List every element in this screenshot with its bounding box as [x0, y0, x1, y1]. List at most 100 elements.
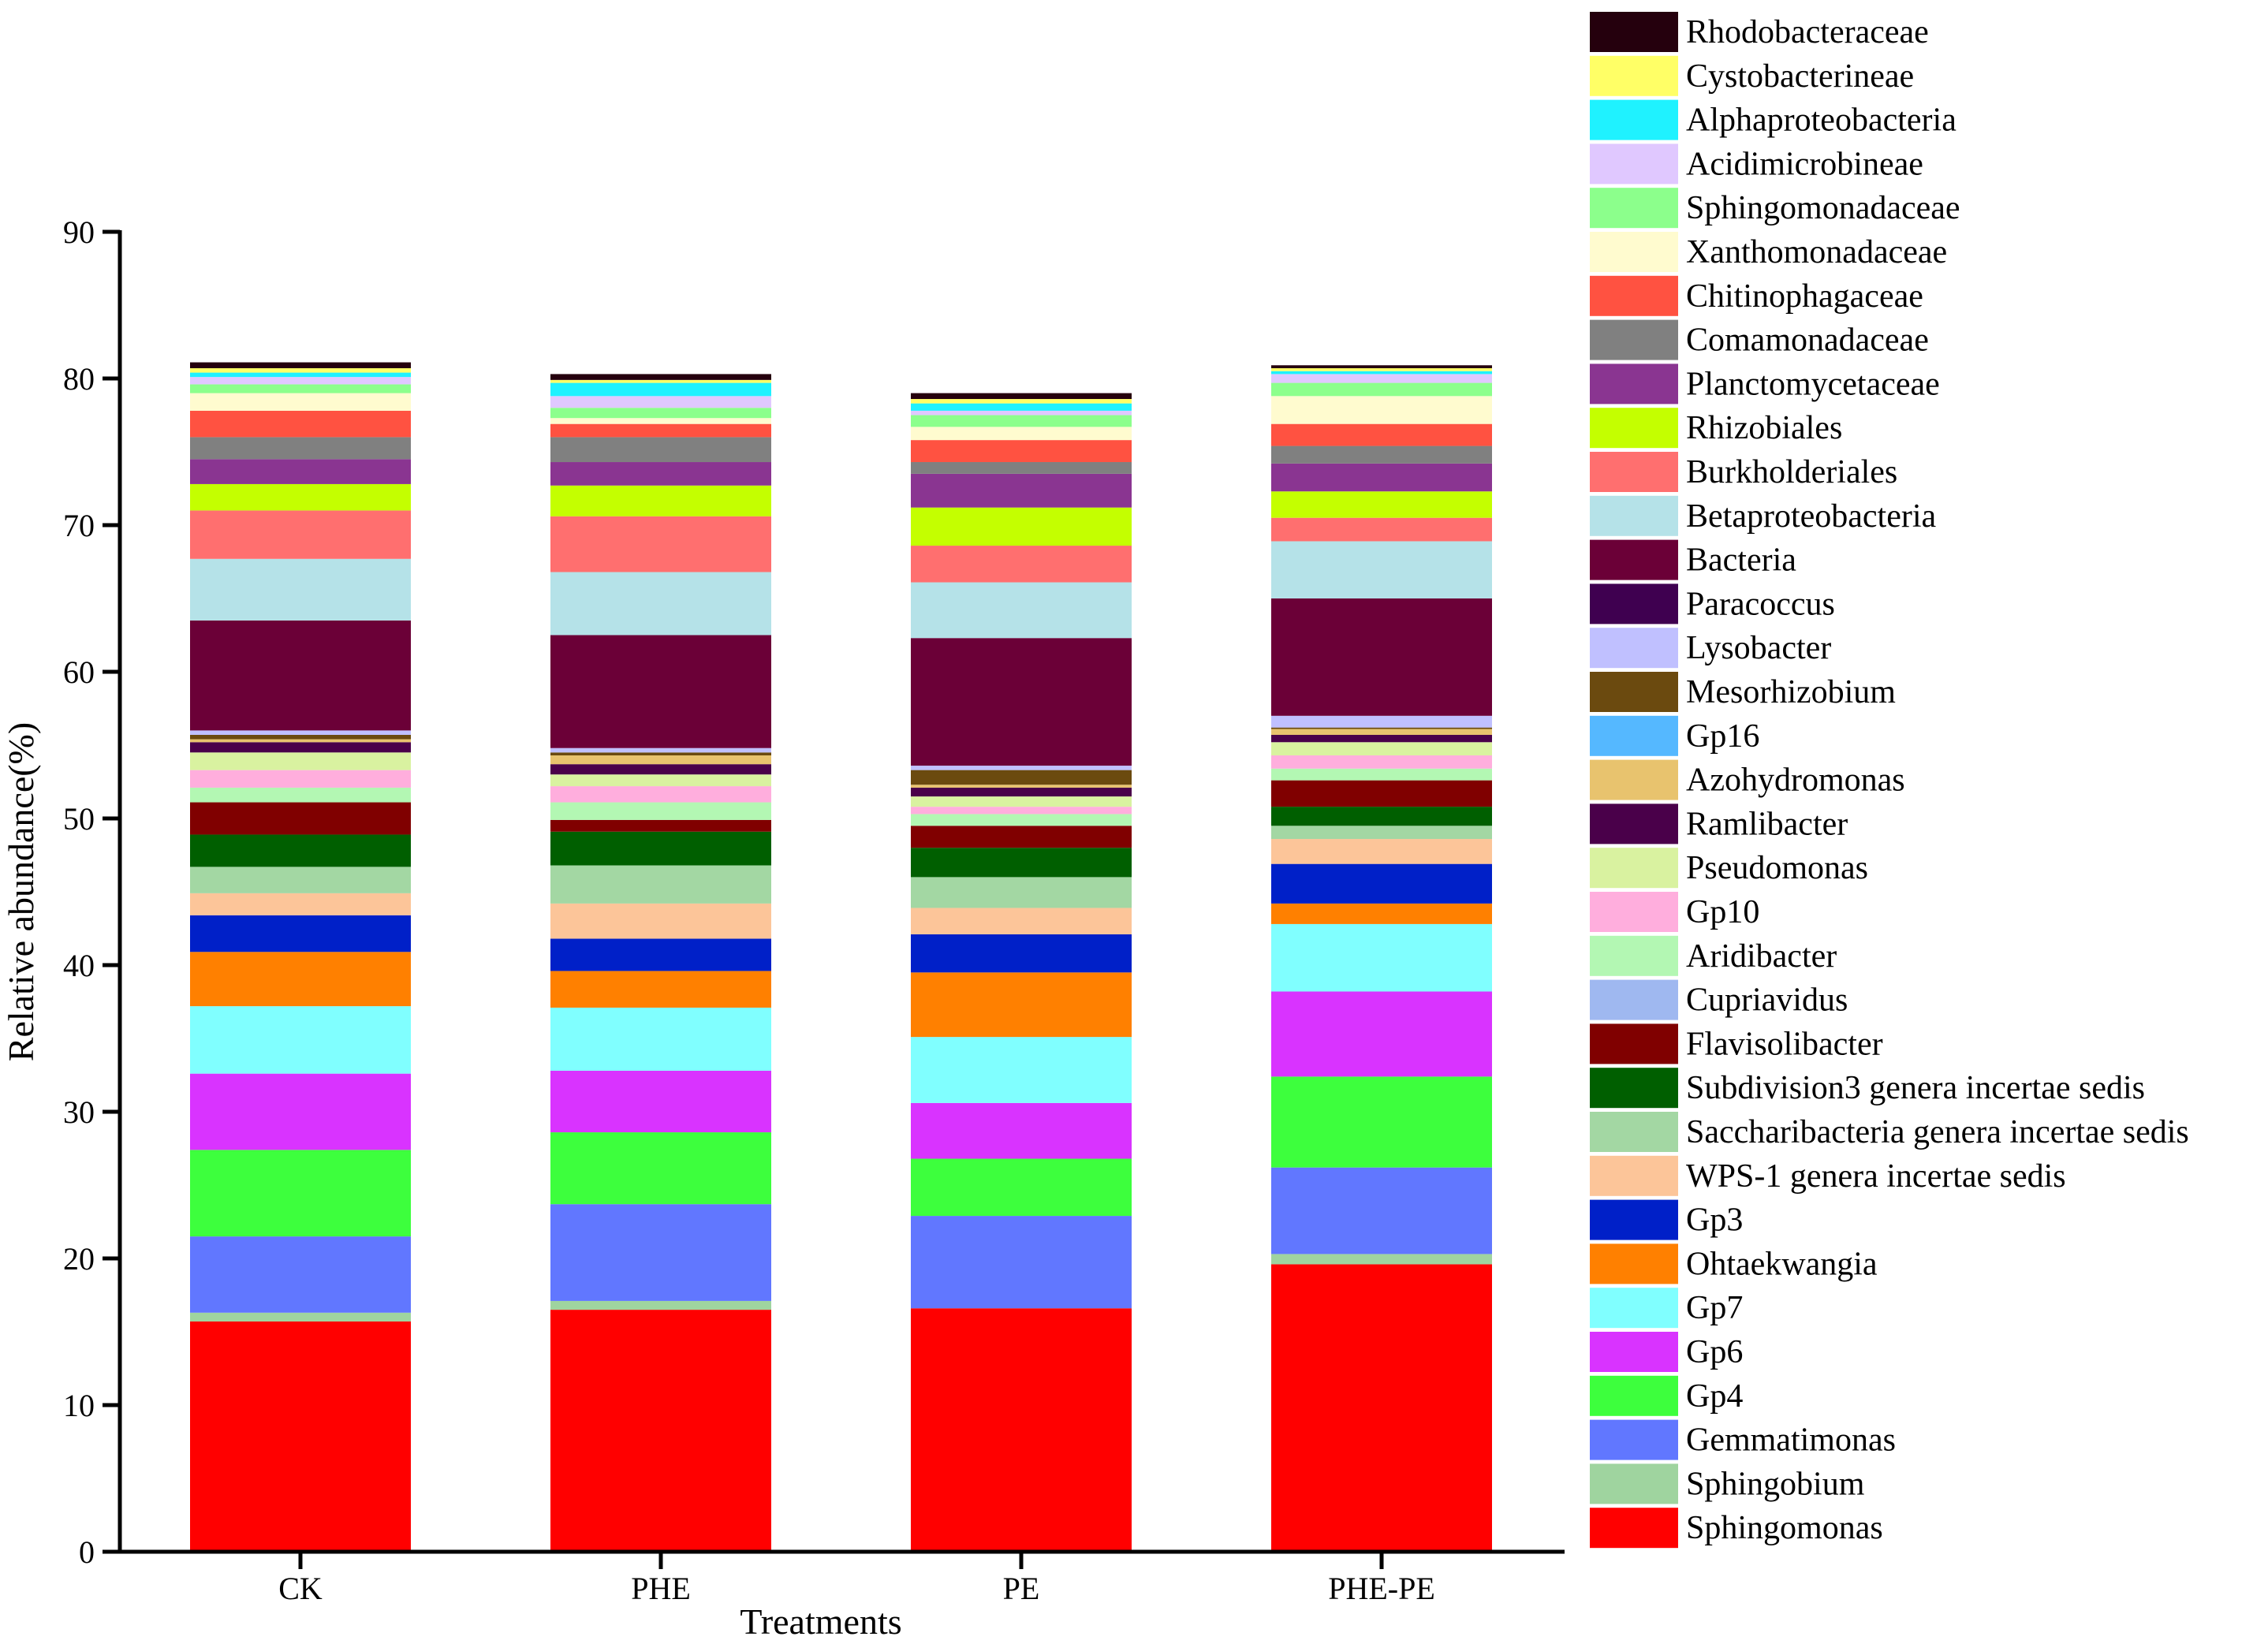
bar-segment — [550, 374, 771, 380]
bar-segment — [190, 952, 411, 1007]
legend-label: Mesorhizobium — [1686, 674, 1896, 710]
legend-item: Sphingomonas — [1590, 1508, 1883, 1549]
bar-segment — [550, 485, 771, 516]
bar-segment — [550, 819, 771, 832]
bar-segment — [911, 934, 1132, 973]
bar-segment — [550, 831, 771, 866]
legend-label: Rhodobacteraceae — [1686, 14, 1929, 50]
bar-stack-ck — [190, 362, 411, 1552]
legend-swatch — [1590, 1068, 1678, 1109]
bar-segment — [550, 572, 771, 636]
legend-label: Gp10 — [1686, 894, 1759, 930]
legend-label: Planctomycetaceae — [1686, 366, 1940, 402]
bar-segment — [1271, 734, 1492, 743]
bar-segment — [190, 620, 411, 731]
bar-segment — [911, 972, 1132, 1038]
legend-label: Gp3 — [1686, 1202, 1743, 1239]
bar-segment — [190, 787, 411, 803]
legend-item: Burkholderiales — [1590, 452, 1897, 492]
legend-swatch — [1590, 99, 1678, 140]
legend-item: Sphingobium — [1590, 1463, 1865, 1504]
x-tick-label: CK — [278, 1571, 323, 1606]
bar-segment — [550, 418, 771, 424]
legend-label: Cupriavidus — [1686, 982, 1848, 1019]
legend-item: Chitinophagaceae — [1590, 275, 1923, 316]
bar-segment — [190, 483, 411, 511]
legend-swatch — [1590, 55, 1678, 96]
y-tick-label: 20 — [63, 1241, 95, 1277]
legend-swatch — [1590, 319, 1678, 360]
legend-label: Cystobacterineae — [1686, 58, 1914, 95]
bar-stack-pe — [911, 393, 1132, 1552]
bar-segment — [190, 1073, 411, 1150]
bar-segment — [1271, 807, 1492, 826]
legend-swatch — [1590, 583, 1678, 624]
x-ticks: CK PHE PE PHE-PE — [278, 1552, 1435, 1606]
bar-segment — [1271, 423, 1492, 446]
legend-item: Flavisolibacter — [1590, 1023, 1883, 1064]
bar-segment — [1271, 991, 1492, 1077]
bar-segment — [190, 1236, 411, 1313]
bar-segment — [550, 379, 771, 383]
legend-item: Aridibacter — [1590, 935, 1837, 976]
legend-item: Planctomycetaceae — [1590, 363, 1940, 404]
legend-swatch — [1590, 1463, 1678, 1504]
x-axis-label: Treatments — [740, 1601, 901, 1642]
bar-segment — [911, 440, 1132, 463]
legend-swatch — [1590, 759, 1678, 800]
bar-segment — [190, 739, 411, 743]
legend-label: Lysobacter — [1686, 630, 1831, 666]
bar-segment — [550, 865, 771, 904]
x-tick-label: PE — [1003, 1571, 1040, 1606]
bar-segment — [190, 372, 411, 378]
legend-label: Aridibacter — [1686, 938, 1837, 975]
legend-swatch — [1590, 848, 1678, 889]
bar-segment — [190, 1150, 411, 1237]
y-tick-label: 40 — [63, 948, 95, 983]
bar-segment — [190, 384, 411, 393]
bar-segment — [911, 785, 1132, 788]
bar-segment — [911, 1308, 1132, 1552]
legend-item: Saccharibacteria genera incertae sedis — [1590, 1112, 2189, 1152]
legend-item: Betaproteobacteria — [1590, 495, 1937, 536]
legend-swatch — [1590, 672, 1678, 712]
bar-segment — [190, 393, 411, 411]
bar-segment — [1271, 371, 1492, 375]
bar-segment — [911, 1216, 1132, 1309]
bar-segment — [1271, 491, 1492, 518]
bar-segment — [550, 1007, 771, 1071]
legend-swatch — [1590, 1332, 1678, 1372]
legend-label: Gp4 — [1686, 1378, 1743, 1415]
bar-segment — [550, 747, 771, 753]
legend-label: Gp6 — [1686, 1334, 1743, 1370]
bar-segment — [190, 437, 411, 460]
bar-segment — [190, 1321, 411, 1552]
bar-segment — [911, 770, 1132, 785]
y-tick-label: 70 — [63, 508, 95, 543]
legend-swatch — [1590, 979, 1678, 1020]
legend-item: Pseudomonas — [1590, 848, 1868, 889]
legend-label: Sphingobium — [1686, 1466, 1865, 1502]
bar-segment — [550, 516, 771, 572]
bar-segment — [911, 826, 1132, 848]
bar-segment — [1271, 742, 1492, 756]
bar-segment — [1271, 541, 1492, 598]
x-tick-label: PHE — [631, 1571, 691, 1606]
y-axis-label: Relative abundance(%) — [1, 722, 41, 1061]
legend-label: Gemmatimonas — [1686, 1422, 1896, 1459]
bar-segment — [911, 807, 1132, 815]
legend-swatch — [1590, 363, 1678, 404]
bar-segment — [1271, 517, 1492, 542]
legend-item: Gp16 — [1590, 715, 1759, 756]
bar-segment — [550, 938, 771, 971]
bar-segment — [911, 787, 1132, 797]
legend-swatch — [1590, 1375, 1678, 1416]
axes — [118, 230, 1565, 1554]
bar-segment — [190, 734, 411, 740]
legend-item: Azohydromonas — [1590, 759, 1905, 800]
bar-segment — [550, 971, 771, 1008]
legend-label: Betaproteobacteria — [1686, 498, 1937, 535]
legend-item: Gp6 — [1590, 1332, 1743, 1372]
legend-item: Bacteria — [1590, 539, 1796, 580]
legend-item: Paracoccus — [1590, 583, 1835, 624]
